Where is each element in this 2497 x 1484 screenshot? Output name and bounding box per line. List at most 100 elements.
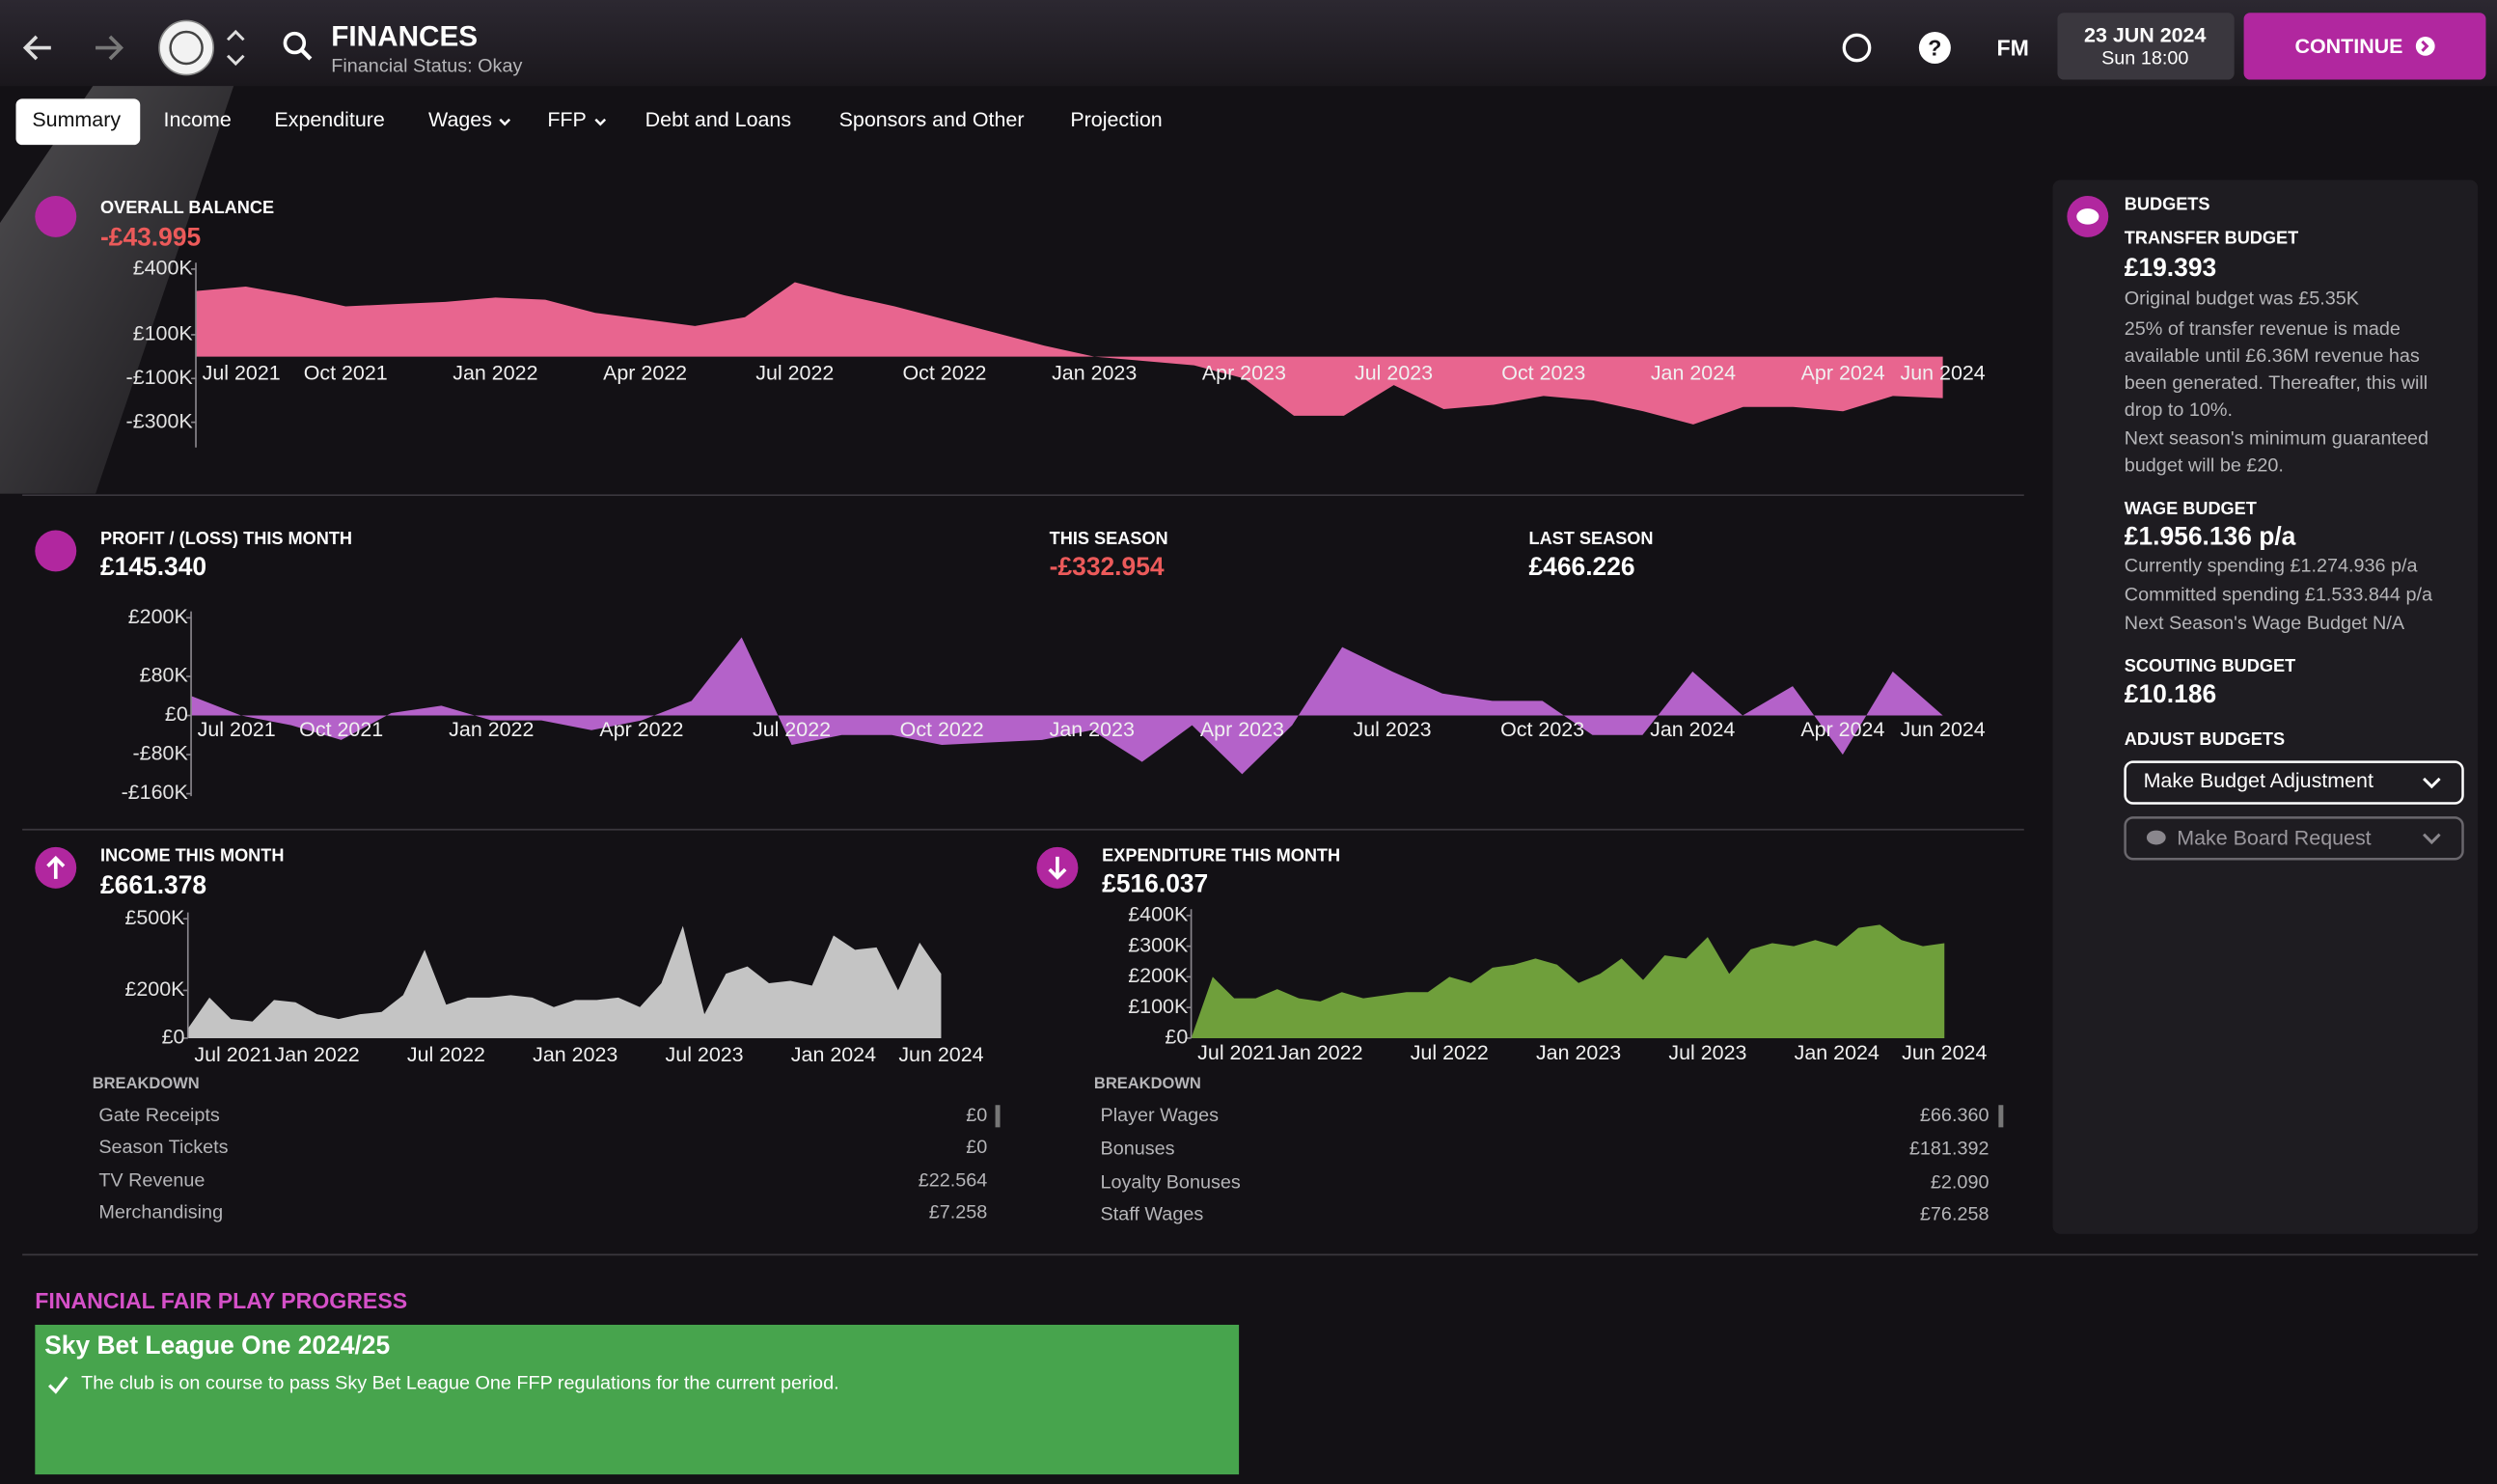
chat-icon: [2146, 830, 2166, 845]
tab-chevron: [594, 118, 607, 126]
tab[interactable]: Income: [164, 108, 232, 131]
x-tick-label: Jun 2024: [1901, 361, 1986, 384]
x-tick-label: Jul 2023: [1353, 718, 1431, 741]
tab[interactable]: Summary: [32, 108, 121, 131]
section-label: LAST SEASON: [1528, 529, 1653, 548]
budget-note: Next season's minimum guaranteed: [2125, 428, 2428, 450]
help-button[interactable]: [1918, 32, 1951, 65]
breakdown-label: BREAKDOWN: [1094, 1075, 1201, 1092]
ffp-box: [35, 1324, 1240, 1475]
budget-note: Next Season's Wage Budget N/A: [2125, 613, 2405, 634]
x-tick-label: Jan 2023: [1052, 361, 1137, 384]
x-tick-label: Jan 2023: [1050, 718, 1135, 741]
x-tick-label: Oct 2022: [902, 361, 986, 384]
y-tick-label: £200K: [128, 605, 189, 628]
section-label: EXPENDITURE THIS MONTH: [1102, 846, 1340, 866]
club-switch[interactable]: [226, 29, 245, 67]
tab[interactable]: Projection: [1070, 108, 1162, 131]
x-tick-label: Jun 2024: [1902, 1041, 1987, 1064]
x-tick-label: Apr 2023: [1202, 361, 1286, 384]
x-tick-label: Jan 2024: [1651, 361, 1736, 384]
back-button[interactable]: [22, 35, 51, 61]
tab-active[interactable]: [15, 98, 141, 146]
x-tick-label: Jan 2024: [1795, 1041, 1880, 1064]
balance-icon: [35, 195, 77, 237]
tab[interactable]: Wages: [428, 108, 492, 131]
tab[interactable]: Sponsors and Other: [839, 108, 1025, 131]
y-tick-label: £0: [162, 1026, 185, 1049]
breakdown-name: Season Tickets: [98, 1137, 228, 1158]
budget-note: been generated. Thereafter, this will: [2125, 372, 2428, 394]
section-label: THIS SEASON: [1050, 529, 1168, 548]
tab[interactable]: Expenditure: [274, 108, 384, 131]
search-icon[interactable]: [283, 31, 307, 55]
budgets-panel: [2052, 179, 2479, 1234]
budget-label: SCOUTING BUDGET: [2125, 656, 2295, 675]
x-tick-label: Jan 2023: [1536, 1041, 1621, 1064]
y-tick-label: £300K: [1128, 933, 1189, 956]
club-badge[interactable]: [158, 19, 214, 76]
globe-icon[interactable]: [1842, 33, 1872, 63]
tab-chevron: [499, 118, 511, 126]
ffp-heading: Sky Bet League One 2024/25: [44, 1331, 390, 1360]
breakdown-amount: £2.090: [1931, 1171, 1989, 1193]
forward-button[interactable]: [96, 35, 124, 61]
budget-note: drop to 10%.: [2125, 399, 2233, 421]
y-tick-label: -£80K: [133, 742, 189, 765]
y-tick-label: -£160K: [122, 781, 189, 804]
x-tick-label: Oct 2022: [900, 718, 984, 741]
continue-arrow: [2421, 40, 2429, 52]
x-tick-label: Jul 2023: [666, 1043, 744, 1066]
panel-title: BUDGETS: [2125, 195, 2210, 214]
section-label: OVERALL BALANCE: [100, 198, 274, 217]
continue-label: CONTINUE: [2295, 35, 2403, 58]
fm-button[interactable]: FM: [1997, 35, 2029, 60]
adjust-dropdown[interactable]: [2124, 760, 2464, 805]
expenditure-value: £516.037: [1102, 868, 1208, 897]
date-box[interactable]: [2057, 13, 2235, 80]
breakdown-amount: £181.392: [1909, 1139, 1989, 1160]
x-tick-label: Apr 2022: [603, 361, 687, 384]
x-tick-label: Jan 2022: [274, 1043, 359, 1066]
x-tick-label: Jun 2024: [1901, 718, 1986, 741]
x-tick-label: Jan 2024: [791, 1043, 876, 1066]
x-tick-label: Jul 2022: [755, 361, 834, 384]
x-tick-label: Jan 2022: [1277, 1041, 1362, 1064]
x-tick-label: Oct 2021: [304, 361, 388, 384]
scrollbar[interactable]: [995, 1105, 1001, 1128]
y-tick-label: £0: [165, 702, 188, 726]
section-label: PROFIT / (LOSS) THIS MONTH: [100, 529, 352, 548]
breakdown-amount: £7.258: [929, 1202, 988, 1223]
breakdown-amount: £0: [966, 1137, 987, 1158]
breakdown-name: TV Revenue: [98, 1170, 205, 1192]
scrollbar[interactable]: [1998, 1105, 2004, 1128]
breakdown-label: BREAKDOWN: [93, 1075, 200, 1092]
budget-note: 25% of transfer revenue is made: [2125, 318, 2401, 340]
x-tick-label: Jul 2021: [198, 718, 276, 741]
tab[interactable]: FFP: [547, 108, 587, 131]
y-tick-label: £0: [1165, 1026, 1188, 1049]
ffp-message: The club is on course to pass Sky Bet Le…: [81, 1372, 838, 1393]
check-icon: [47, 1376, 69, 1394]
time: Sun 18:00: [2101, 47, 2188, 69]
x-tick-label: Apr 2024: [1800, 718, 1884, 741]
board-request-dropdown[interactable]: [2124, 816, 2464, 861]
balance-value: -£43.995: [100, 223, 201, 252]
budget-note: budget will be £20.: [2125, 455, 2284, 477]
x-tick-label: Oct 2023: [1500, 718, 1584, 741]
x-tick-label: Jul 2022: [407, 1043, 485, 1066]
budget-value: £19.393: [2125, 253, 2216, 282]
income-value: £661.378: [100, 870, 206, 899]
wage-notes: Currently spending £1.274.936 p/a Committ…: [2125, 556, 2433, 634]
breakdown-amount: £76.258: [1920, 1203, 1989, 1224]
this-season-value: -£332.954: [1050, 552, 1165, 581]
last-season-value: £466.226: [1528, 552, 1634, 581]
x-tick-label: Jul 2022: [1411, 1041, 1489, 1064]
y-tick-label: £200K: [124, 977, 185, 1001]
area: [187, 925, 942, 1038]
y-tick-label: £100K: [133, 322, 194, 345]
tab[interactable]: Debt and Loans: [645, 108, 791, 131]
continue-button[interactable]: [2243, 13, 2486, 80]
